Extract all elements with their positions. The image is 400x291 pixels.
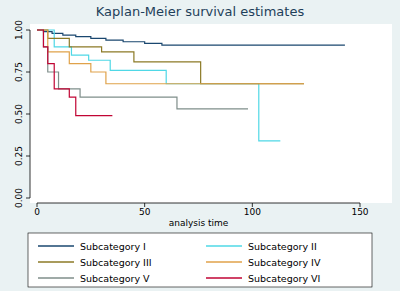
- x-tick-label: 150: [351, 207, 368, 217]
- x-axis: [37, 203, 360, 204]
- survival-curve: [37, 30, 248, 109]
- x-tick-label: 0: [34, 207, 40, 217]
- survival-curve: [37, 30, 304, 84]
- legend-swatch: [38, 245, 74, 247]
- y-tick-label: 0.50: [14, 104, 24, 124]
- legend-label: Subcategory IV: [248, 257, 321, 268]
- legend-label: Subcategory III: [80, 257, 152, 268]
- y-tick-label: 0.25: [14, 146, 24, 166]
- chart: Kaplan-Meier survival estimates 0.00 0.25 0…: [0, 0, 400, 291]
- y-tick-label: 1.00: [14, 20, 24, 40]
- y-tick-label: 0.00: [14, 188, 24, 208]
- y-tick: [26, 72, 30, 73]
- y-tick: [26, 30, 30, 31]
- legend-label: Subcategory V: [80, 273, 150, 284]
- legend-label: Subcategory II: [248, 241, 317, 252]
- survival-curve: [37, 30, 112, 116]
- title: Kaplan-Meier survival estimates: [96, 4, 305, 19]
- series-group: [37, 30, 345, 141]
- x-tick-label: 100: [244, 207, 261, 217]
- plot-area: [30, 24, 392, 203]
- legend-label: Subcategory I: [80, 241, 146, 252]
- y-tick: [26, 114, 30, 115]
- survival-curve: [37, 30, 304, 84]
- legend-label: Subcategory VI: [248, 273, 320, 284]
- legend-swatch: [206, 261, 242, 263]
- legend-swatch: [206, 245, 242, 247]
- x-tick-label: 50: [139, 207, 151, 217]
- legend-swatch: [38, 261, 74, 263]
- survival-curve: [37, 30, 345, 45]
- y-tick: [26, 198, 30, 199]
- x-axis-label: analysis time: [169, 218, 229, 228]
- legend: [28, 233, 372, 287]
- background: [0, 0, 400, 291]
- legend-swatch: [38, 277, 74, 279]
- y-tick-label: 0.75: [14, 62, 24, 82]
- y-tick: [26, 156, 30, 157]
- legend-swatch: [206, 277, 242, 279]
